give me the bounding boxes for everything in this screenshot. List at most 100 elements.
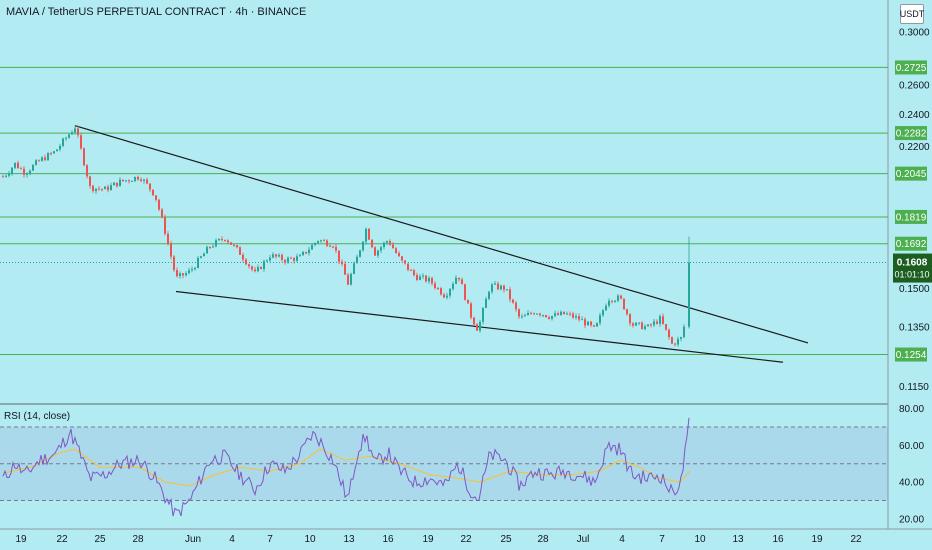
candle-body — [581, 319, 583, 321]
candle-body — [539, 313, 541, 316]
candle-body — [122, 179, 124, 182]
candle-body — [194, 267, 196, 270]
candle-body — [62, 138, 64, 146]
candle-body — [149, 183, 151, 190]
price-tick-label: 0.2400 — [899, 110, 930, 121]
candle-body — [380, 247, 382, 251]
candle-body — [290, 257, 292, 259]
candle-body — [641, 322, 643, 330]
candle-body — [371, 239, 373, 248]
candle-body — [242, 254, 244, 260]
candle-body — [578, 316, 580, 320]
candle-body — [83, 148, 85, 166]
candle-body — [332, 246, 334, 248]
candle-body — [470, 303, 472, 318]
candle-body — [323, 240, 325, 242]
candle-body — [227, 240, 229, 243]
candle-body — [368, 228, 370, 240]
time-tick-label: 22 — [850, 534, 862, 545]
candle-body — [131, 180, 133, 182]
candle-body — [680, 337, 682, 339]
candle-body — [602, 310, 604, 316]
price-tick-label: 0.2200 — [899, 142, 930, 153]
candle-body — [344, 263, 346, 275]
candle-body — [626, 309, 628, 315]
candle-body — [14, 162, 16, 168]
candle-body — [377, 250, 379, 256]
candle-body — [362, 241, 364, 251]
level-price-label: 0.2045 — [896, 169, 927, 180]
time-tick-label: 13 — [732, 534, 744, 545]
candle-body — [356, 256, 358, 264]
candle-body — [674, 343, 676, 345]
candle-body — [176, 270, 178, 277]
level-price-label: 0.1692 — [896, 239, 927, 250]
candle-body — [512, 299, 514, 303]
candle-body — [170, 243, 172, 257]
time-tick-label: 4 — [619, 534, 625, 545]
candle-body — [335, 246, 337, 251]
price-tick-label: 0.1150 — [899, 382, 929, 393]
candle-body — [263, 261, 265, 270]
candle-body — [425, 275, 427, 282]
candle-body — [179, 273, 181, 277]
candle-body — [164, 217, 166, 234]
time-tick-label: 25 — [94, 534, 106, 545]
candle-body — [302, 251, 304, 256]
candle-body — [20, 168, 22, 170]
candle-body — [233, 244, 235, 246]
candle-body — [494, 283, 496, 285]
candle-body — [47, 153, 49, 161]
candle-body — [374, 247, 376, 256]
candle-body — [671, 337, 673, 344]
candle-body — [218, 238, 220, 241]
candle-body — [11, 167, 13, 174]
candle-body — [137, 176, 139, 180]
candle-body — [527, 312, 529, 316]
candle-body — [449, 288, 451, 296]
candle-body — [656, 321, 658, 324]
candle-body — [212, 246, 214, 248]
candle-body — [275, 254, 277, 257]
candle-body — [605, 305, 607, 311]
candle-body — [620, 295, 622, 299]
time-tick-label: 19 — [422, 534, 434, 545]
candle-body — [446, 295, 448, 298]
candle-body — [50, 153, 52, 155]
candle-body — [398, 253, 400, 257]
candle-body — [281, 254, 283, 260]
level-price-badge — [895, 60, 927, 75]
rsi-tick-label: 40.00 — [899, 478, 924, 489]
time-tick-label: 16 — [382, 534, 394, 545]
candle-body — [677, 338, 679, 345]
candle-body — [128, 180, 130, 182]
candle-body — [428, 277, 430, 282]
candle-body — [320, 240, 322, 242]
level-price-badge — [895, 126, 927, 141]
candle-body — [389, 241, 391, 245]
candle-body — [191, 269, 193, 271]
candle-body — [518, 309, 520, 317]
currency-button[interactable]: USDT — [900, 4, 924, 24]
candle-body — [2, 176, 4, 178]
candle-body — [413, 270, 415, 276]
rsi-title: RSI (14, close) — [4, 411, 71, 422]
time-tick-label: 13 — [343, 534, 355, 545]
candle-body — [230, 242, 232, 245]
candle-body — [53, 151, 55, 154]
level-price-badge — [895, 209, 927, 224]
candle-body — [575, 316, 577, 318]
countdown-label: 01:01:10 — [894, 270, 929, 280]
last-price-label: 0.1608 — [897, 258, 928, 269]
candle-body — [500, 285, 502, 290]
candle-body — [224, 239, 226, 241]
level-price-label: 0.1819 — [896, 212, 927, 223]
candle-body — [338, 250, 340, 262]
candle-body — [404, 260, 406, 264]
candle-body — [488, 291, 490, 299]
candle-body — [71, 132, 73, 135]
candle-body — [569, 313, 571, 315]
candle-body — [440, 288, 442, 295]
